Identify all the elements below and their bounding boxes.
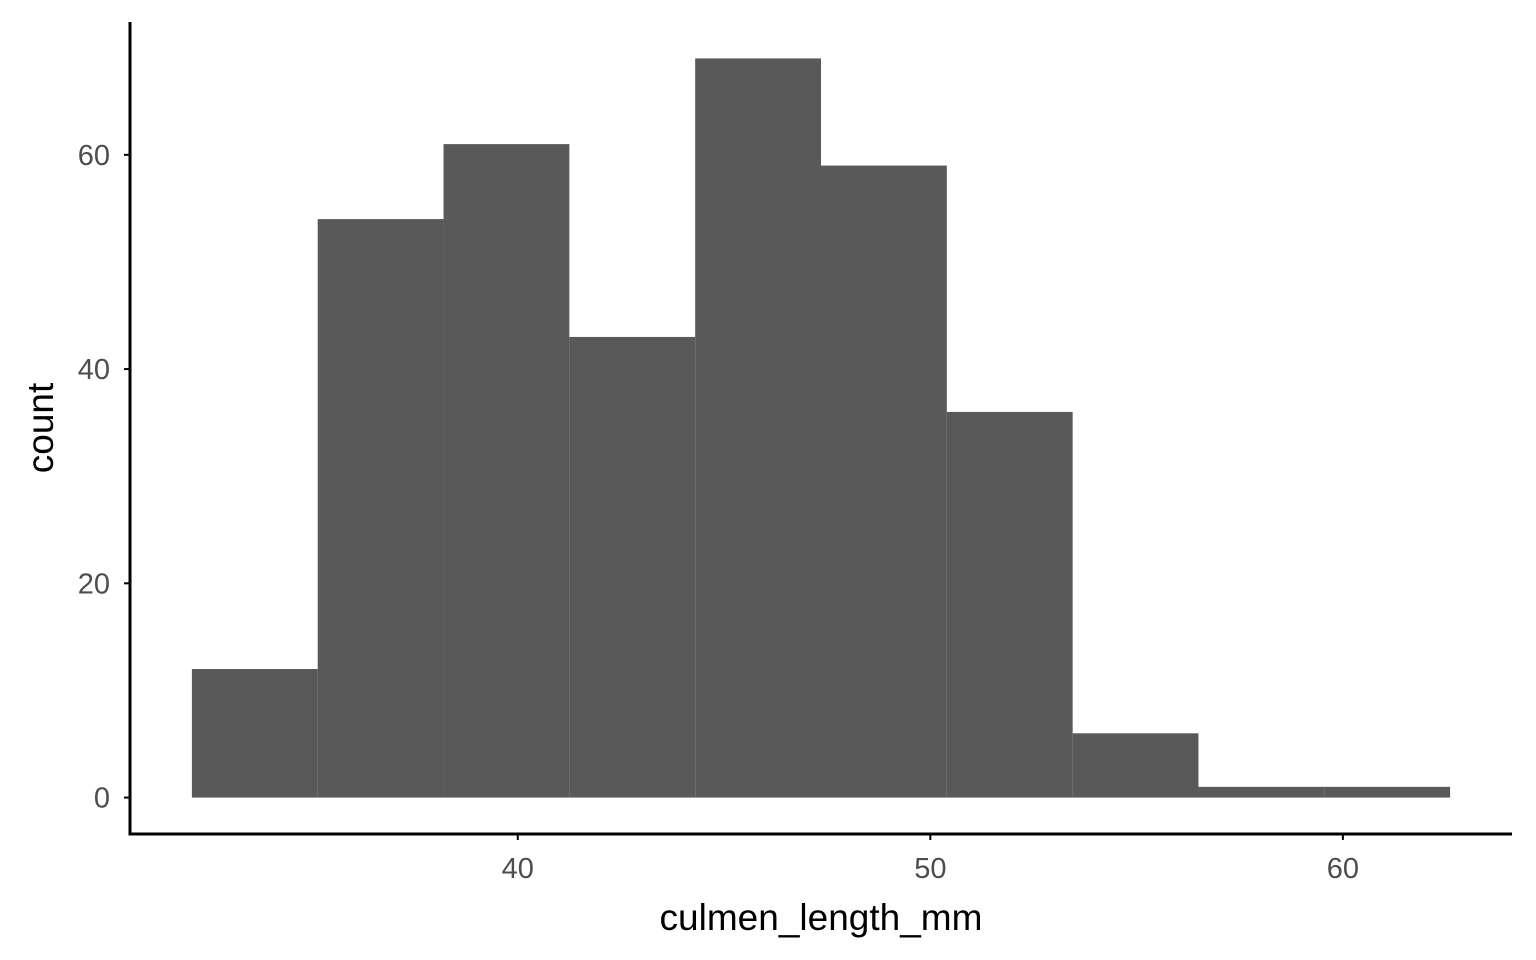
histogram-bar-5 [695,58,821,798]
histogram-bar-2 [317,219,444,798]
histogram-bar-10 [1324,786,1451,798]
histogram-bar-4 [569,336,696,798]
x-axis-title: culmen_length_mm [660,897,983,938]
histogram-bars [191,58,1451,798]
y-tick-label: 0 [94,783,110,815]
y-tick-label: 60 [78,140,110,172]
y-axis-title: count [20,382,61,473]
histogram-bar-7 [946,411,1073,798]
y-axis-ticks: 0 20 40 60 [78,140,130,815]
histogram-bar-6 [821,165,947,798]
histogram-bar-1 [191,669,318,798]
histogram-bar-8 [1072,733,1199,798]
y-tick-label: 20 [78,568,110,600]
x-axis-ticks: 40 50 60 [502,834,1359,885]
y-tick-label: 40 [78,354,110,386]
histogram-bar-9 [1198,786,1325,798]
x-tick-label: 60 [1327,853,1359,885]
x-tick-label: 50 [914,853,946,885]
x-tick-label: 40 [502,853,534,885]
histogram-bar-3 [443,144,570,798]
